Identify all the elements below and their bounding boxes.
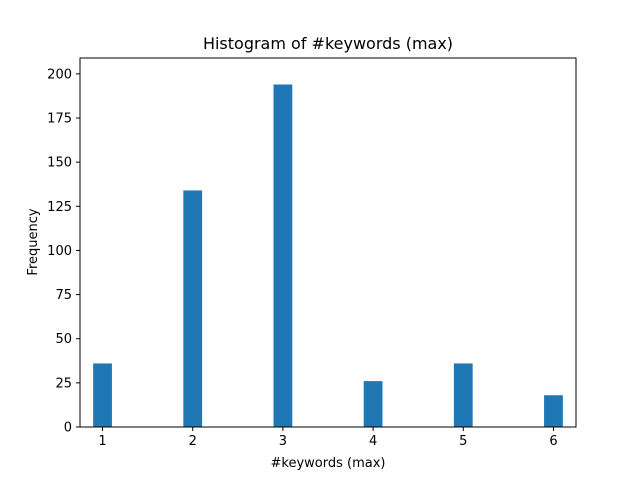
y-tick-label: 0 <box>64 421 72 436</box>
x-tick-label: 5 <box>459 434 467 449</box>
chart-title: Histogram of #keywords (max) <box>203 34 453 53</box>
y-axis-ticks: 0 25 50 75 100 125 150 175 200 <box>47 67 80 436</box>
x-tick-label: 6 <box>549 434 557 449</box>
y-tick-label: 50 <box>55 332 72 347</box>
bars-group <box>93 84 563 427</box>
x-tick-label: 4 <box>369 434 377 449</box>
y-tick-label: 25 <box>55 376 72 391</box>
x-tick-label: 3 <box>279 434 287 449</box>
histogram-bar <box>363 381 383 427</box>
y-tick-label: 100 <box>47 244 72 259</box>
histogram-bar <box>273 84 293 427</box>
x-tick-label: 1 <box>98 434 106 449</box>
histogram-bar <box>93 363 112 427</box>
y-tick-label: 125 <box>47 200 72 215</box>
y-tick-label: 150 <box>47 156 72 171</box>
x-axis-ticks: 1 2 3 4 5 6 <box>98 427 558 449</box>
x-tick-label: 2 <box>189 434 197 449</box>
plot-area <box>79 57 577 428</box>
histogram-bar <box>183 190 203 427</box>
y-tick-label: 175 <box>47 112 72 127</box>
x-axis-label: #keywords (max) <box>271 456 386 471</box>
histogram-bar <box>544 395 563 427</box>
y-tick-label: 75 <box>55 288 72 303</box>
axes-frame <box>79 57 577 428</box>
y-tick-label: 200 <box>47 67 72 82</box>
histogram-bar <box>453 363 473 427</box>
y-axis-label: Frequency <box>26 208 41 275</box>
